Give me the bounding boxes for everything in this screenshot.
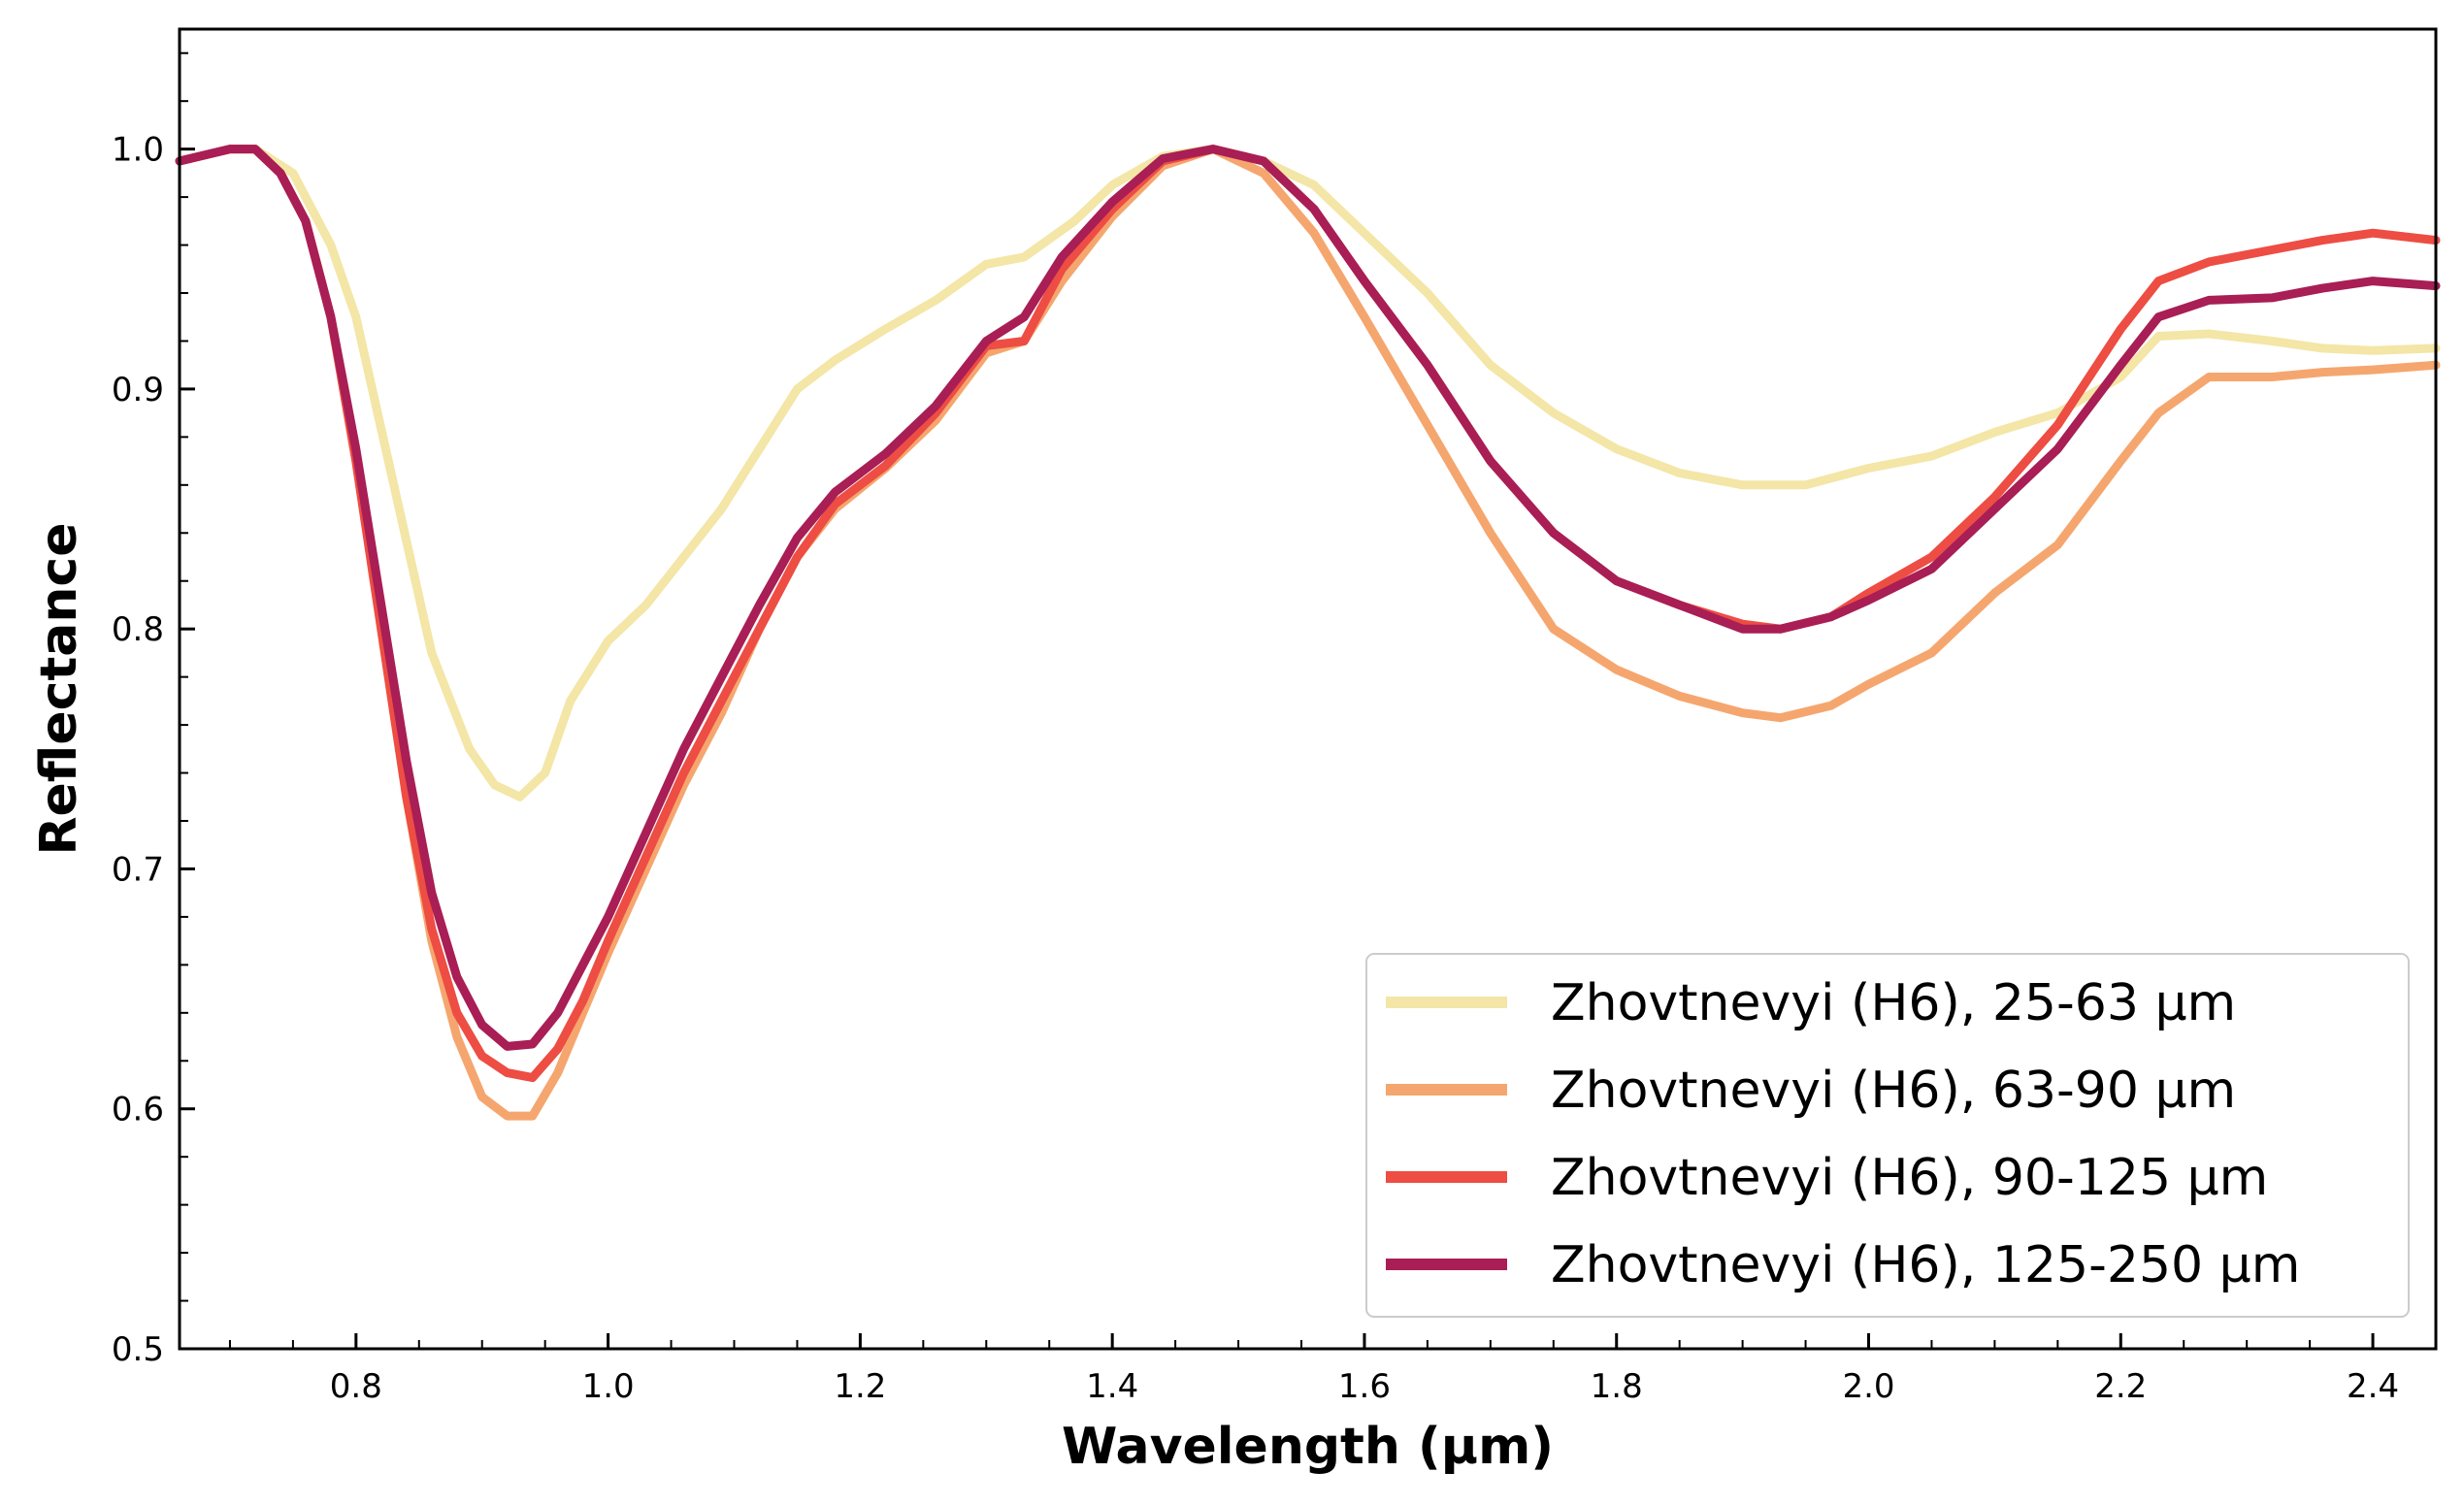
x-axis-title: Wavelength (μm) — [1062, 1418, 1554, 1476]
x-tick-label: 2.2 — [2094, 1367, 2147, 1406]
x-tick-label: 1.8 — [1591, 1367, 1643, 1406]
y-axis-title: Reflectance — [30, 522, 88, 855]
x-tick-label: 1.2 — [834, 1367, 886, 1406]
series-line-3 — [175, 145, 2441, 1083]
y-tick-label: 0.9 — [112, 371, 164, 409]
y-tick-label: 0.6 — [112, 1091, 164, 1129]
legend-label-2: Zhovtnevyi (H6), 63-90 μm — [1551, 1062, 2236, 1120]
x-tick-label: 2.0 — [1842, 1367, 1894, 1406]
y-tick-label: 0.7 — [112, 850, 164, 889]
plot-frame — [178, 27, 2438, 1351]
legend: Zhovtnevyi (H6), 25-63 μm Zhovtnevyi (H6)… — [1365, 953, 2410, 1318]
x-tick-label: 1.0 — [582, 1367, 635, 1406]
x-tick-label: 1.4 — [1086, 1367, 1138, 1406]
y-axis: 0.5 0.6 0.7 0.8 0.9 1.0 — [112, 51, 195, 1369]
y-tick-label: 0.8 — [112, 610, 164, 649]
legend-label-3: Zhovtnevyi (H6), 90-125 μm — [1551, 1149, 2268, 1207]
x-tick-label: 1.6 — [1338, 1367, 1391, 1406]
y-tick-label: 0.5 — [112, 1330, 164, 1369]
series-layer — [175, 145, 2441, 1121]
series-line-4 — [175, 145, 2441, 1051]
legend-frame — [1365, 953, 2410, 1318]
legend-label-1: Zhovtnevyi (H6), 25-63 μm — [1551, 974, 2236, 1032]
plot-area — [175, 27, 2441, 1351]
y-tick-label: 1.0 — [112, 131, 164, 170]
x-tick-label: 2.4 — [2347, 1367, 2399, 1406]
x-axis: 0.8 1.0 1.2 1.4 1.6 1.8 2.0 2.2 2.4 — [228, 1333, 2437, 1406]
series-line-1 — [175, 145, 2441, 802]
legend-label-4: Zhovtnevyi (H6), 125-250 μm — [1551, 1236, 2300, 1294]
x-tick-label: 0.8 — [330, 1367, 382, 1406]
